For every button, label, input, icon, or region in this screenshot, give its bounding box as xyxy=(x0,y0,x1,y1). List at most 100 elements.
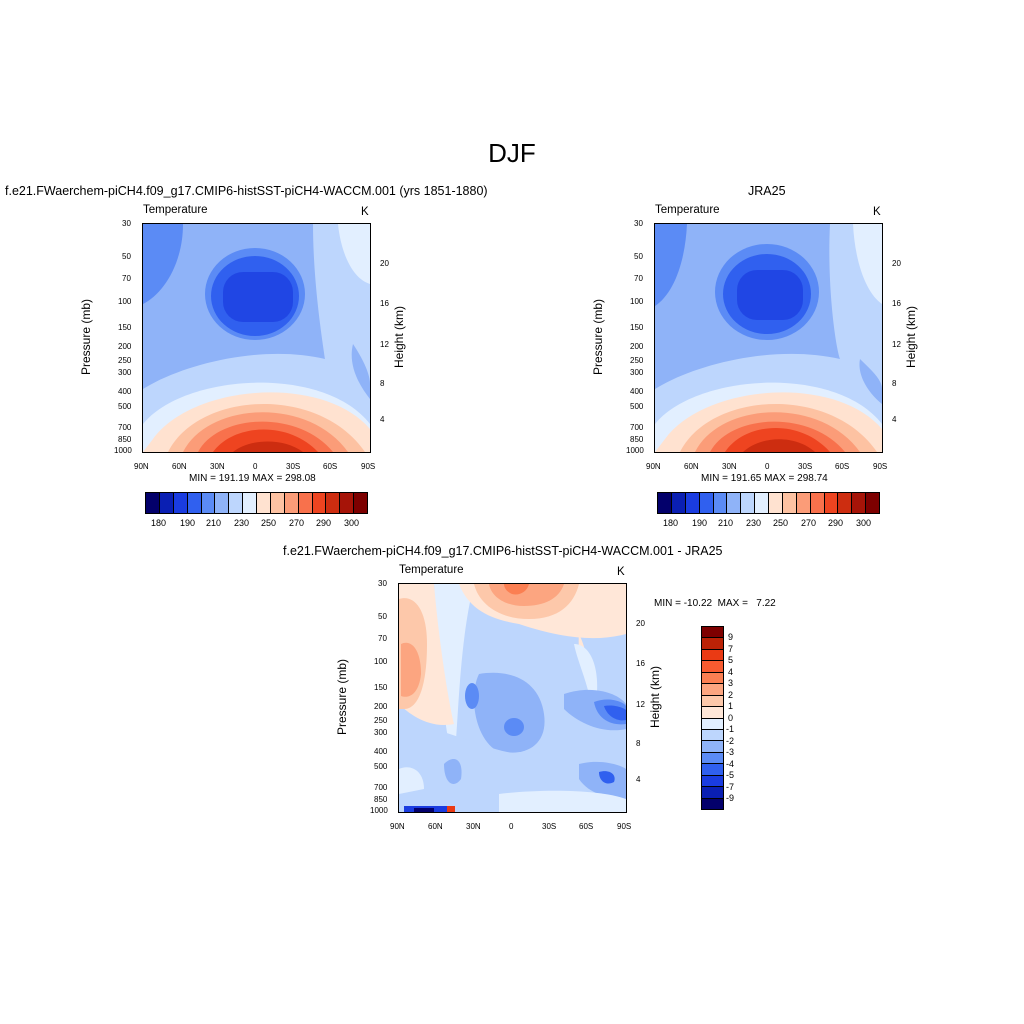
panel-2-ytick: 700 xyxy=(630,423,644,432)
panel-2-cb-label: 210 xyxy=(718,518,734,528)
panel-1-ytick: 300 xyxy=(118,368,132,377)
colorbar-swatch xyxy=(741,493,756,513)
panel-2-colorbar xyxy=(657,492,880,514)
colorbar-swatch xyxy=(671,493,686,513)
panel-2-ytick: 70 xyxy=(634,274,643,283)
colorbar-swatch xyxy=(702,638,723,650)
panel-3-cb-label: 7 xyxy=(728,644,734,654)
panel-2-ytick: 850 xyxy=(630,435,644,444)
panel-3-cb-label: -2 xyxy=(726,736,735,746)
panel-2-cb-label: 300 xyxy=(856,518,872,528)
panel-3-ytick-right: 16 xyxy=(636,659,645,668)
panel-3-plot-area xyxy=(398,583,627,813)
panel-1-ytick-right: 12 xyxy=(380,340,389,349)
panel-3-cb-label: 2 xyxy=(728,690,734,700)
colorbar-swatch xyxy=(699,493,714,513)
panel-3-title: f.e21.FWaerchem-piCH4.f09_g17.CMIP6-hist… xyxy=(283,544,723,558)
colorbar-swatch xyxy=(810,493,825,513)
panel-2-xtick: 90N xyxy=(646,462,661,471)
panel-3-ytick: 400 xyxy=(374,747,388,756)
panel-1-ytick: 100 xyxy=(118,297,132,306)
panel-3-ytick: 850 xyxy=(374,795,388,804)
colorbar-swatch xyxy=(215,493,230,513)
panel-2-ylabel: Pressure (mb) xyxy=(591,298,606,376)
panel-1-cb-label: 290 xyxy=(316,518,332,528)
panel-2-ytick: 250 xyxy=(630,356,644,365)
colorbar-swatch xyxy=(340,493,355,513)
panel-2-ytick: 50 xyxy=(634,252,643,261)
panel-1-xtick: 30S xyxy=(286,462,301,471)
colorbar-swatch xyxy=(146,493,160,513)
panel-2-ytick: 100 xyxy=(630,297,644,306)
panel-1-ytick: 50 xyxy=(122,252,131,261)
panel-1-ylabel: Pressure (mb) xyxy=(79,298,94,376)
colorbar-swatch xyxy=(702,729,723,742)
panel-1-ytick: 250 xyxy=(118,356,132,365)
panel-3-cb-label: -4 xyxy=(726,759,735,769)
colorbar-swatch xyxy=(702,718,723,730)
panel-2-cb-label: 230 xyxy=(746,518,762,528)
panel-3-units-label: K xyxy=(617,566,625,578)
colorbar-swatch xyxy=(702,684,723,696)
colorbar-swatch xyxy=(229,493,244,513)
colorbar-swatch xyxy=(312,493,327,513)
colorbar-swatch xyxy=(755,493,769,513)
colorbar-swatch xyxy=(284,493,299,513)
panel-3-ylabel: Pressure (mb) xyxy=(335,658,350,736)
panel-2-xtick: 60S xyxy=(835,462,850,471)
panel-3-xtick: 0 xyxy=(509,822,514,831)
panel-3-ytick: 500 xyxy=(374,762,388,771)
panel-3-xtick: 60N xyxy=(428,822,443,831)
colorbar-swatch xyxy=(702,752,723,765)
panel-1-title: f.e21.FWaerchem-piCH4.f09_g17.CMIP6-hist… xyxy=(5,184,488,198)
panel-3-contour-field xyxy=(399,584,626,812)
panel-2-contour-field xyxy=(655,224,882,452)
panel-3-ytick-right: 20 xyxy=(636,619,645,628)
colorbar-swatch xyxy=(702,775,723,788)
panel-1-ytick-right: 4 xyxy=(380,415,385,424)
panel-3-ytick: 30 xyxy=(378,579,387,588)
panel-3-xtick: 30S xyxy=(542,822,557,831)
panel-3-ylabel-right: Height (km) xyxy=(648,665,663,729)
panel-3-xtick: 90S xyxy=(617,822,632,831)
panel-1-xtick: 0 xyxy=(253,462,258,471)
panel-3-cb-label: -9 xyxy=(726,793,735,803)
panel-2-ytick-right: 12 xyxy=(892,340,901,349)
panel-2-ytick-right: 4 xyxy=(892,415,897,424)
panel-2-ylabel-right: Height (km) xyxy=(904,305,919,369)
panel-2-cb-label: 270 xyxy=(801,518,817,528)
panel-3-colorbar xyxy=(701,626,724,810)
panel-2-cb-label: 180 xyxy=(663,518,679,528)
colorbar-swatch xyxy=(257,493,271,513)
colorbar-swatch xyxy=(298,493,313,513)
colorbar-swatch xyxy=(354,493,367,513)
panel-2-units-label: K xyxy=(873,206,881,218)
panel-3-cb-label: -5 xyxy=(726,770,735,780)
panel-1-cb-label: 180 xyxy=(151,518,167,528)
panel-1-xtick: 90S xyxy=(361,462,376,471)
panel-3-cb-label: -1 xyxy=(726,724,735,734)
panel-1-ytick: 70 xyxy=(122,274,131,283)
panel-1-ytick-right: 16 xyxy=(380,299,389,308)
panel-3-cb-label: 9 xyxy=(728,632,734,642)
panel-2-variable-label: Temperature xyxy=(655,204,720,216)
panel-3-ytick: 1000 xyxy=(370,806,388,815)
panel-1-ytick: 30 xyxy=(122,219,131,228)
colorbar-swatch xyxy=(201,493,216,513)
panel-1-ytick: 400 xyxy=(118,387,132,396)
panel-3-ytick: 150 xyxy=(374,683,388,692)
panel-1-cb-label: 300 xyxy=(344,518,360,528)
panel-3-cb-label: 3 xyxy=(728,678,734,688)
panel-3-cb-label: 4 xyxy=(728,667,734,677)
panel-2-ytick: 1000 xyxy=(626,446,644,455)
panel-1-ytick-right: 20 xyxy=(380,259,389,268)
panel-2-ytick: 200 xyxy=(630,342,644,351)
panel-2-ytick: 500 xyxy=(630,402,644,411)
colorbar-swatch xyxy=(270,493,285,513)
panel-3-xtick: 90N xyxy=(390,822,405,831)
panel-3-xtick: 60S xyxy=(579,822,594,831)
colorbar-swatch xyxy=(824,493,839,513)
panel-3-ytick: 50 xyxy=(378,612,387,621)
panel-3-ytick: 200 xyxy=(374,702,388,711)
panel-1-plot-area xyxy=(142,223,371,453)
